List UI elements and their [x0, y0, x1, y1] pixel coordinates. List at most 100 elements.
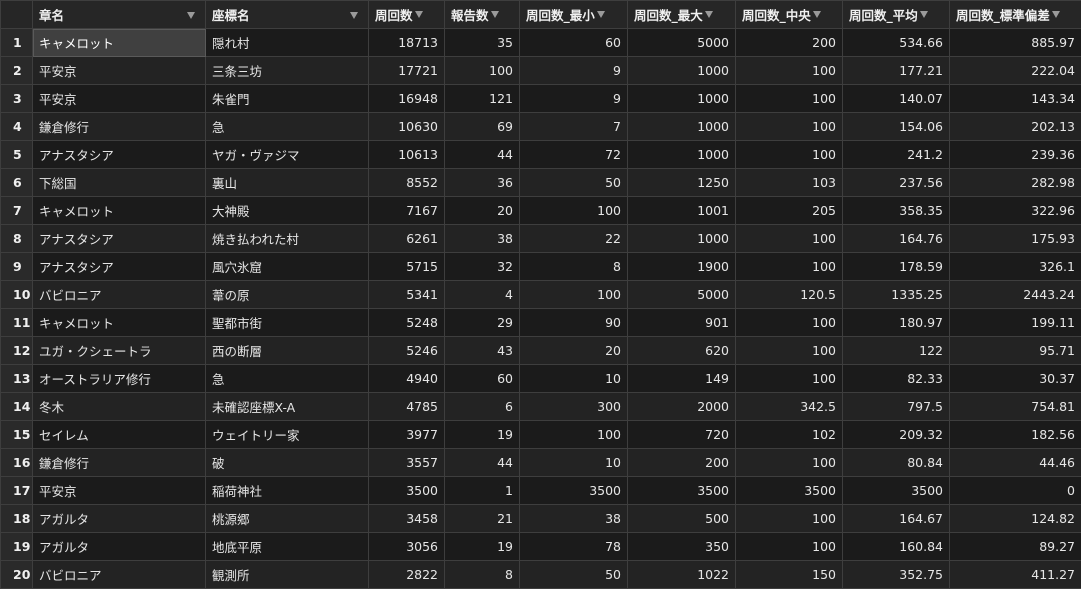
cell-laps-stddev[interactable]: 175.93 — [950, 225, 1081, 253]
cell-laps-stddev[interactable]: 222.04 — [950, 57, 1081, 85]
cell-laps-mean[interactable]: 241.2 — [843, 141, 950, 169]
column-header-chapter[interactable]: 章名 — [33, 1, 206, 29]
column-header-reports[interactable]: 報告数 — [445, 1, 520, 29]
cell-reports[interactable]: 38 — [445, 225, 520, 253]
cell-laps-stddev[interactable]: 95.71 — [950, 337, 1081, 365]
row-index[interactable]: 20 — [1, 561, 33, 589]
cell-coordinate[interactable]: 葦の原 — [206, 281, 369, 309]
filter-icon[interactable] — [920, 11, 928, 18]
cell-laps-stddev[interactable]: 124.82 — [950, 505, 1081, 533]
cell-laps-max[interactable]: 901 — [628, 309, 736, 337]
cell-laps-mean[interactable]: 352.75 — [843, 561, 950, 589]
column-header-laps-median[interactable]: 周回数_中央 — [736, 1, 843, 29]
cell-laps-mean[interactable]: 209.32 — [843, 421, 950, 449]
cell-reports[interactable]: 1 — [445, 477, 520, 505]
cell-laps-stddev[interactable]: 754.81 — [950, 393, 1081, 421]
cell-laps-median[interactable]: 103 — [736, 169, 843, 197]
cell-coordinate[interactable]: 裏山 — [206, 169, 369, 197]
cell-reports[interactable]: 36 — [445, 169, 520, 197]
cell-laps-min[interactable]: 50 — [520, 169, 628, 197]
cell-laps-min[interactable]: 8 — [520, 253, 628, 281]
cell-coordinate[interactable]: 急 — [206, 113, 369, 141]
cell-laps[interactable]: 17721 — [369, 57, 445, 85]
cell-laps[interactable]: 7167 — [369, 197, 445, 225]
cell-laps-stddev[interactable]: 239.36 — [950, 141, 1081, 169]
cell-laps-median[interactable]: 100 — [736, 225, 843, 253]
cell-reports[interactable]: 121 — [445, 85, 520, 113]
cell-laps-max[interactable]: 1022 — [628, 561, 736, 589]
cell-laps[interactable]: 18713 — [369, 29, 445, 57]
cell-laps-median[interactable]: 102 — [736, 421, 843, 449]
cell-laps-mean[interactable]: 178.59 — [843, 253, 950, 281]
cell-laps-max[interactable]: 1250 — [628, 169, 736, 197]
cell-laps-min[interactable]: 7 — [520, 113, 628, 141]
cell-chapter[interactable]: バビロニア — [33, 281, 206, 309]
cell-laps[interactable]: 10613 — [369, 141, 445, 169]
cell-laps-max[interactable]: 3500 — [628, 477, 736, 505]
cell-coordinate[interactable]: 破 — [206, 449, 369, 477]
row-index[interactable]: 11 — [1, 309, 33, 337]
cell-laps-median[interactable]: 100 — [736, 365, 843, 393]
cell-laps-max[interactable]: 1000 — [628, 85, 736, 113]
column-header-laps-stddev[interactable]: 周回数_標準偏差 — [950, 1, 1081, 29]
cell-laps-stddev[interactable]: 885.97 — [950, 29, 1081, 57]
cell-chapter[interactable]: アガルタ — [33, 533, 206, 561]
cell-laps-median[interactable]: 100 — [736, 253, 843, 281]
cell-chapter[interactable]: アナスタシア — [33, 141, 206, 169]
cell-coordinate[interactable]: 隠れ村 — [206, 29, 369, 57]
cell-laps-max[interactable]: 620 — [628, 337, 736, 365]
cell-laps[interactable]: 3056 — [369, 533, 445, 561]
cell-laps-min[interactable]: 78 — [520, 533, 628, 561]
cell-chapter[interactable]: キャメロット — [33, 29, 206, 57]
cell-laps-mean[interactable]: 534.66 — [843, 29, 950, 57]
cell-reports[interactable]: 100 — [445, 57, 520, 85]
row-index[interactable]: 5 — [1, 141, 33, 169]
row-index[interactable]: 10 — [1, 281, 33, 309]
row-index[interactable]: 7 — [1, 197, 33, 225]
cell-coordinate[interactable]: 聖都市街 — [206, 309, 369, 337]
cell-laps-max[interactable]: 720 — [628, 421, 736, 449]
cell-laps[interactable]: 2822 — [369, 561, 445, 589]
cell-laps-min[interactable]: 9 — [520, 85, 628, 113]
cell-laps-median[interactable]: 100 — [736, 505, 843, 533]
row-index[interactable]: 9 — [1, 253, 33, 281]
cell-laps-min[interactable]: 72 — [520, 141, 628, 169]
cell-reports[interactable]: 60 — [445, 365, 520, 393]
row-index[interactable]: 19 — [1, 533, 33, 561]
cell-chapter[interactable]: 平安京 — [33, 477, 206, 505]
cell-laps-stddev[interactable]: 202.13 — [950, 113, 1081, 141]
cell-laps-max[interactable]: 1000 — [628, 225, 736, 253]
cell-laps-stddev[interactable]: 326.1 — [950, 253, 1081, 281]
cell-chapter[interactable]: バビロニア — [33, 561, 206, 589]
cell-laps[interactable]: 3557 — [369, 449, 445, 477]
cell-coordinate[interactable]: 三条三坊 — [206, 57, 369, 85]
cell-reports[interactable]: 35 — [445, 29, 520, 57]
row-index[interactable]: 13 — [1, 365, 33, 393]
cell-chapter[interactable]: アガルタ — [33, 505, 206, 533]
cell-laps-max[interactable]: 1000 — [628, 57, 736, 85]
filter-icon[interactable] — [491, 11, 499, 18]
cell-laps-mean[interactable]: 237.56 — [843, 169, 950, 197]
cell-reports[interactable]: 4 — [445, 281, 520, 309]
filter-icon[interactable] — [187, 12, 195, 19]
cell-laps-min[interactable]: 38 — [520, 505, 628, 533]
cell-laps-mean[interactable]: 358.35 — [843, 197, 950, 225]
cell-laps-median[interactable]: 120.5 — [736, 281, 843, 309]
cell-laps-mean[interactable]: 82.33 — [843, 365, 950, 393]
cell-laps-mean[interactable]: 180.97 — [843, 309, 950, 337]
cell-coordinate[interactable]: 焼き払われた村 — [206, 225, 369, 253]
cell-reports[interactable]: 19 — [445, 533, 520, 561]
cell-laps-median[interactable]: 100 — [736, 449, 843, 477]
row-index[interactable]: 15 — [1, 421, 33, 449]
cell-chapter[interactable]: 平安京 — [33, 85, 206, 113]
cell-coordinate[interactable]: 大神殿 — [206, 197, 369, 225]
column-header-laps-max[interactable]: 周回数_最大 — [628, 1, 736, 29]
